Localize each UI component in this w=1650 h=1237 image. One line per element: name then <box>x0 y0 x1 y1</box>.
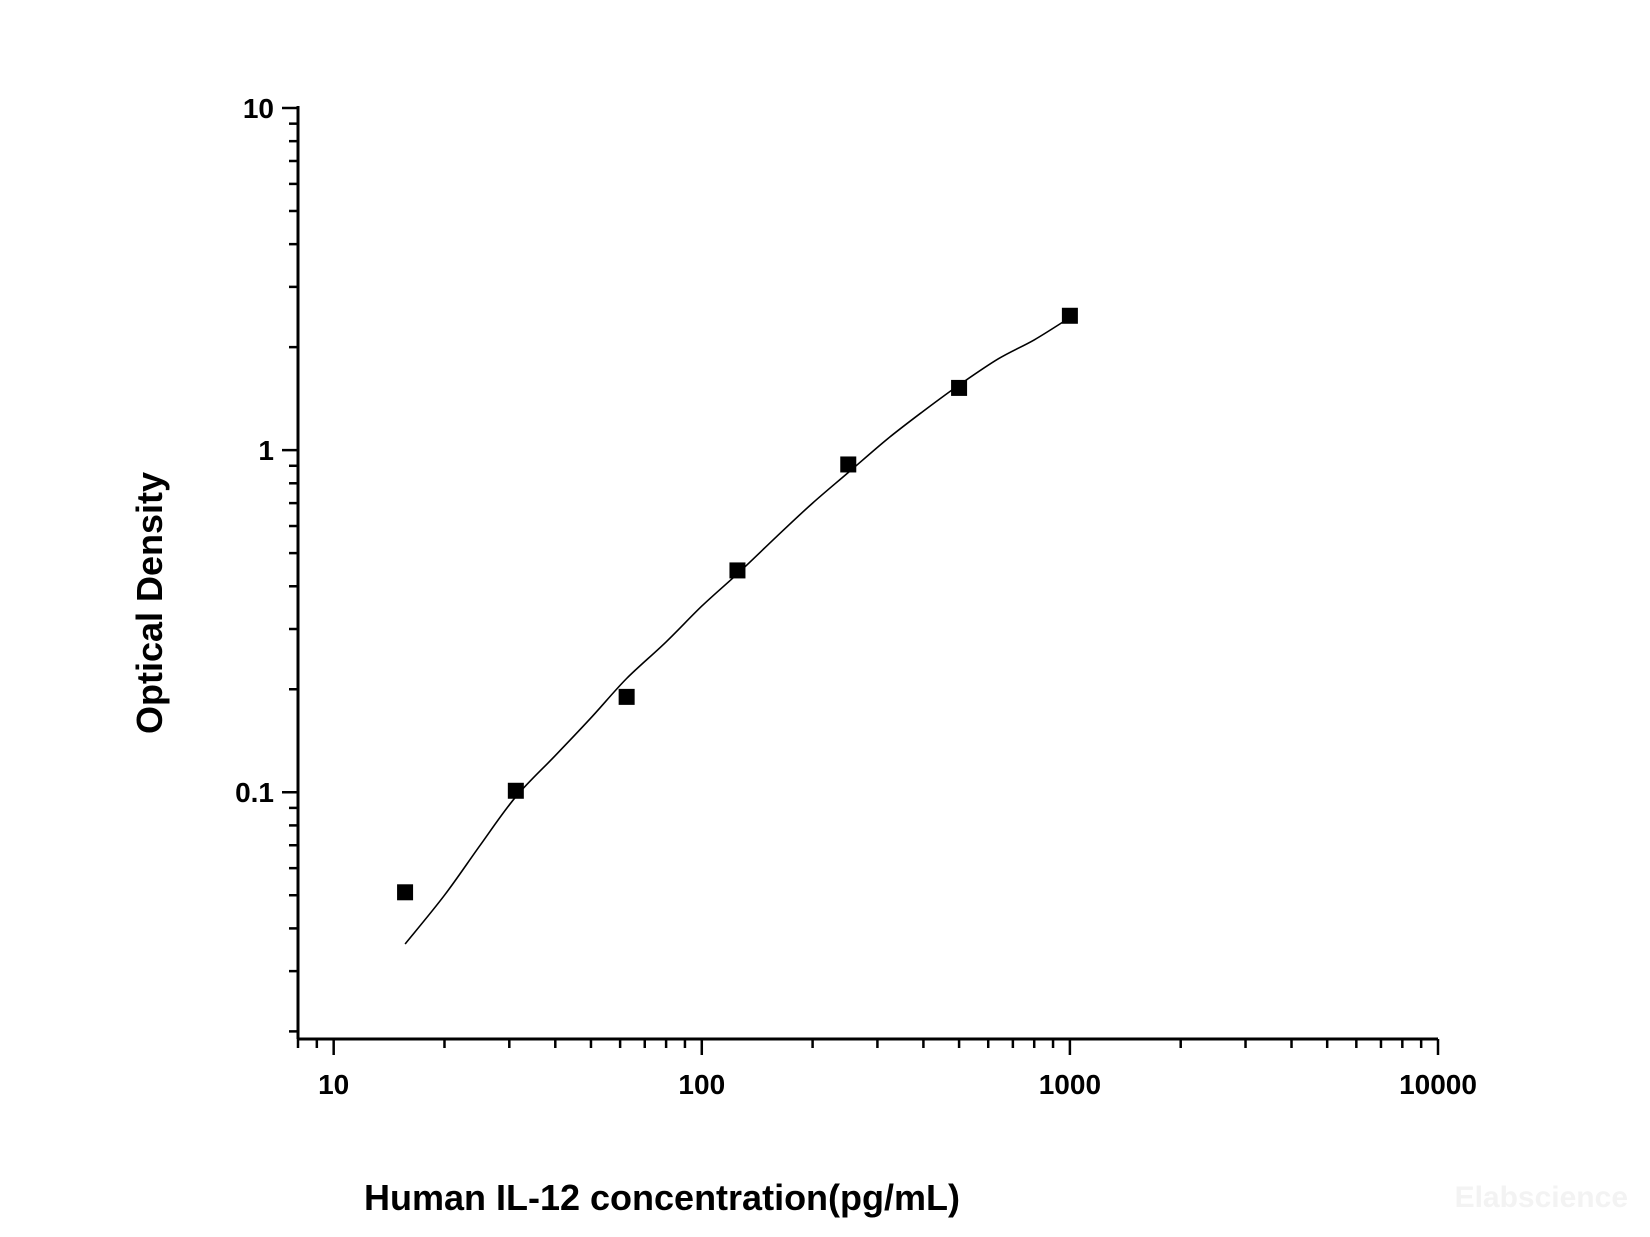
y-axis-ticks: 0.1 1 10 <box>235 93 298 1033</box>
y-tick-label: 1 <box>258 435 274 466</box>
data-point-square <box>1061 307 1078 324</box>
x-axis-ticks: 10 100 1000 10000 <box>296 1039 1477 1100</box>
watermark: Elabscience <box>1455 1181 1628 1214</box>
axes <box>296 106 1438 1041</box>
x-tick-label: 100 <box>678 1069 725 1100</box>
y-tick-label: 10 <box>243 93 274 124</box>
fit-curve-line <box>404 316 1071 945</box>
x-tick-label: 1000 <box>1039 1069 1101 1100</box>
data-point-square <box>840 456 857 473</box>
data-point-square <box>951 379 968 396</box>
y-axis-title: Optical Density <box>129 472 170 734</box>
data-point-square <box>729 562 746 579</box>
series-layer <box>397 307 1078 945</box>
data-point-square <box>507 782 524 799</box>
y-tick-label: 0.1 <box>235 777 274 808</box>
x-tick-label: 10000 <box>1399 1069 1477 1100</box>
data-point-square <box>618 688 635 705</box>
data-point-square <box>397 884 414 901</box>
x-tick-label: 10 <box>318 1069 349 1100</box>
x-axis-title: Human IL-12 concentration(pg/mL) <box>364 1177 960 1218</box>
